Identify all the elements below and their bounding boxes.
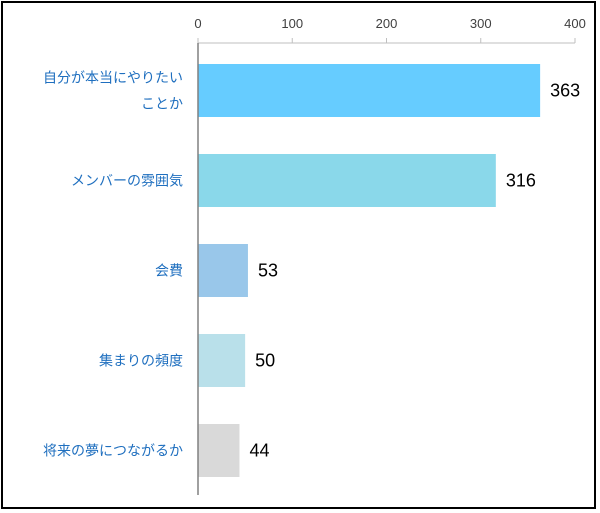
x-tick-label: 100 [281,16,303,31]
bar-chart: 0 100 200 300 400 自分が本当にやりたいことかメンバーの雰囲気会費集まり… [43,16,586,495]
x-tick-label: 200 [376,16,398,31]
value-label: 316 [506,171,536,191]
value-label: 53 [258,261,278,281]
value-label: 363 [550,81,580,101]
category-label: 会費 [155,264,183,280]
category-label: ことか [141,97,183,113]
category-label: 集まりの頻度 [99,353,183,370]
x-axis-ticks: 0 100 200 300 400 [194,16,586,43]
bar-2 [198,154,496,207]
value-label: 44 [249,441,269,461]
category-label: 将来の夢につながるか [43,444,183,460]
category-label: メンバーの雰囲気 [71,174,183,190]
bar-5 [198,424,240,477]
bar-4 [198,334,246,387]
bar-1 [198,64,541,117]
x-tick-label: 400 [564,16,586,31]
category-label: 自分が本当にやりたい [43,71,183,87]
value-label: 50 [255,351,275,371]
value-labels: 363 316 53 50 44 [249,81,580,461]
bars [198,64,541,477]
x-tick-label: 0 [194,16,201,31]
bar-3 [198,244,248,297]
x-tick-label: 300 [470,16,492,31]
